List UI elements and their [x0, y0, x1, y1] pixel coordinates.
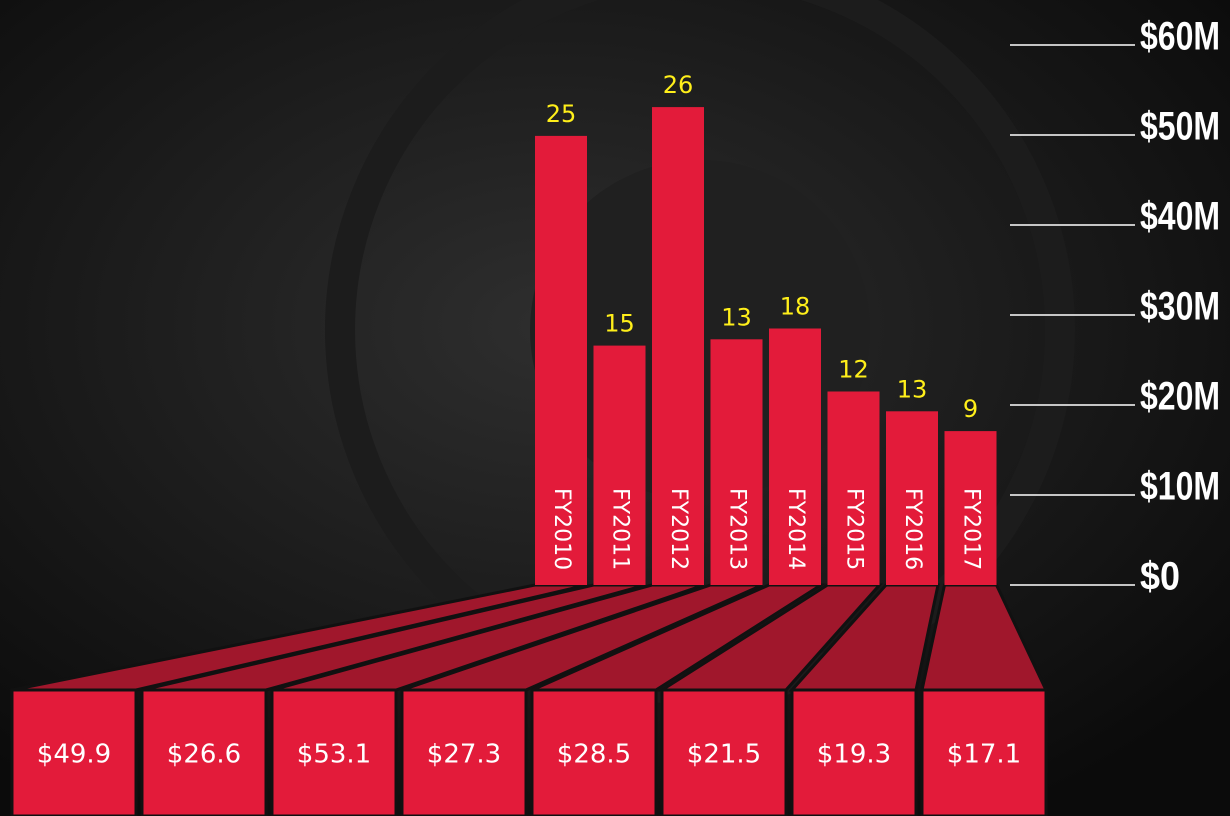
y-tick-label: $60M [1140, 15, 1220, 59]
value-label: $49.9 [37, 740, 111, 770]
bar [652, 107, 704, 585]
value-box [790, 688, 918, 816]
y-tick-label: $0 [1140, 555, 1180, 599]
value-box [140, 688, 268, 816]
bar [535, 135, 587, 585]
value-box [660, 688, 788, 816]
value-label: $19.3 [817, 740, 891, 770]
count-label: 25 [546, 100, 577, 128]
count-label: 18 [780, 293, 811, 321]
y-tick-label: $50M [1140, 105, 1220, 149]
bar [593, 345, 646, 585]
value-label: $27.3 [427, 740, 501, 770]
bar [769, 328, 821, 585]
category-label: FY2011 [608, 488, 633, 570]
y-tick-label: $40M [1140, 195, 1220, 239]
y-tick-label: $20M [1140, 375, 1220, 419]
value-box [530, 688, 658, 816]
value-box [920, 688, 1048, 816]
count-label: 15 [604, 310, 635, 338]
bar [827, 391, 880, 585]
category-label: FY2017 [959, 488, 984, 570]
bar [710, 339, 763, 585]
count-label: 9 [963, 395, 978, 423]
category-label: FY2013 [725, 488, 750, 570]
plot: $0 $10M $20M $30M $40M $50M $60M FY2010 25 $49.9 F… [10, 15, 1220, 816]
value-label: $26.6 [167, 740, 241, 770]
value-box [400, 688, 528, 816]
count-label: 13 [721, 303, 752, 331]
bar [944, 431, 997, 585]
category-label: FY2015 [842, 488, 867, 570]
value-box [10, 688, 138, 816]
category-label: FY2016 [900, 488, 925, 570]
value-label: $28.5 [557, 740, 631, 770]
count-label: 13 [897, 375, 928, 403]
value-label: $21.5 [687, 740, 761, 770]
bar [886, 411, 938, 585]
count-label: 26 [663, 71, 694, 99]
category-label: FY2014 [783, 488, 808, 570]
count-label: 12 [838, 356, 869, 384]
value-label: $17.1 [947, 740, 1021, 770]
y-tick-label: $10M [1140, 465, 1220, 509]
y-tick-label: $30M [1140, 285, 1220, 329]
value-box [270, 688, 398, 816]
value-label: $53.1 [297, 740, 371, 770]
category-label: FY2012 [666, 488, 691, 570]
category-label: FY2010 [549, 488, 574, 570]
